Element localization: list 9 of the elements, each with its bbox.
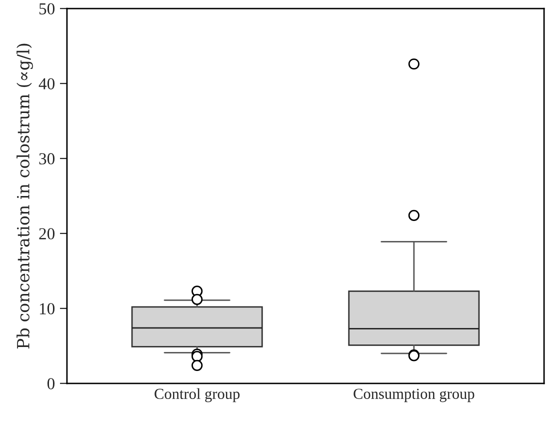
- y-axis-title: Pb concentration in colostrum (∝g/l): [16, 44, 33, 349]
- y-tick-label: 50: [39, 3, 55, 14]
- y-tick-label: 20: [39, 228, 55, 240]
- x-tick-label: Control group: [154, 388, 240, 402]
- x-tick-label: Consumption group: [354, 388, 474, 402]
- y-tick-label: 0: [47, 378, 55, 390]
- y-tick-label: 30: [39, 153, 55, 164]
- y-tick-label: 10: [40, 303, 55, 314]
- y-tick-label: 40: [38, 78, 55, 90]
